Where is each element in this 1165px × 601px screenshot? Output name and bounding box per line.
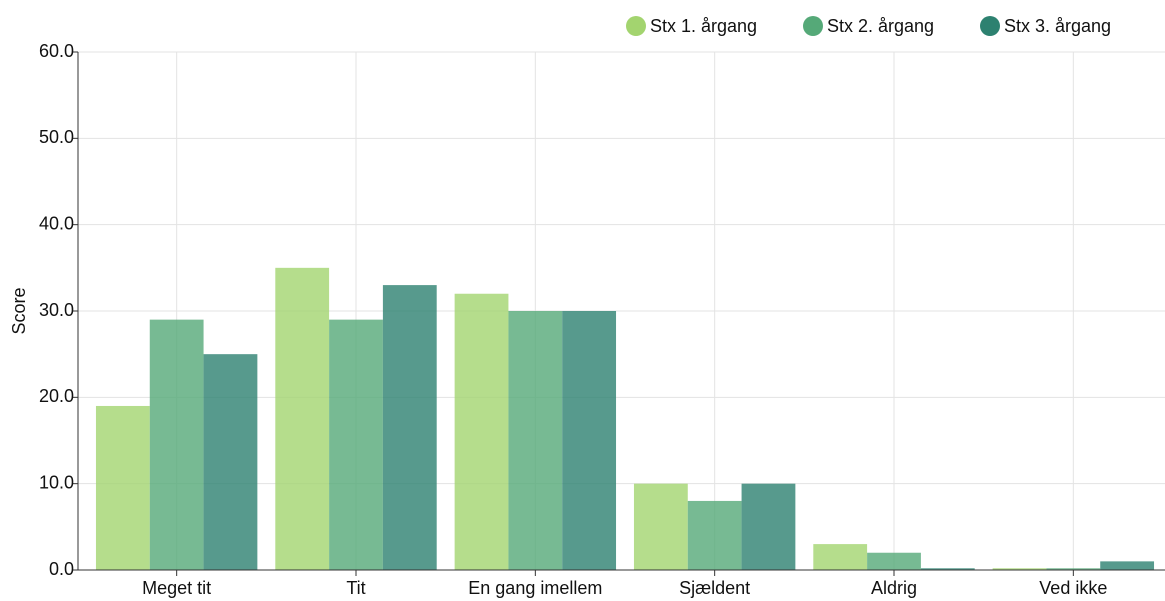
bar — [633, 483, 688, 570]
bar — [454, 293, 509, 570]
legend-label: Stx 1. årgang — [650, 16, 757, 36]
x-tick-label: Tit — [346, 578, 365, 598]
legend-label: Stx 2. årgang — [827, 16, 934, 36]
legend-label: Stx 3. årgang — [1004, 16, 1111, 36]
x-tick-label: En gang imellem — [468, 578, 602, 598]
bar — [920, 568, 975, 570]
bar — [741, 483, 796, 570]
bar — [562, 311, 617, 570]
bar — [203, 354, 258, 570]
y-tick-label: 10.0 — [39, 472, 74, 492]
bar — [867, 552, 921, 570]
bar — [329, 319, 383, 570]
y-tick-label: 40.0 — [39, 213, 74, 233]
y-tick-label: 0.0 — [49, 559, 74, 579]
x-tick-label: Sjældent — [679, 578, 750, 598]
bar — [687, 500, 742, 570]
legend-swatch — [803, 16, 823, 36]
y-tick-label: 30.0 — [39, 300, 74, 320]
y-tick-label: 60.0 — [39, 41, 74, 61]
x-tick-label: Aldrig — [871, 578, 917, 598]
bar — [813, 544, 868, 570]
bar — [95, 405, 150, 570]
y-tick-label: 50.0 — [39, 127, 74, 147]
bar — [992, 568, 1047, 570]
x-tick-label: Ved ikke — [1039, 578, 1107, 598]
bar — [1046, 568, 1101, 570]
y-axis-label: Score — [9, 287, 29, 334]
y-tick-label: 20.0 — [39, 386, 74, 406]
bar — [382, 285, 437, 570]
legend-swatch — [626, 16, 646, 36]
legend-swatch — [980, 16, 1000, 36]
bar — [275, 267, 330, 570]
bar — [149, 319, 204, 570]
bar — [1100, 561, 1155, 570]
x-tick-label: Meget tit — [142, 578, 211, 598]
bar — [508, 311, 563, 570]
